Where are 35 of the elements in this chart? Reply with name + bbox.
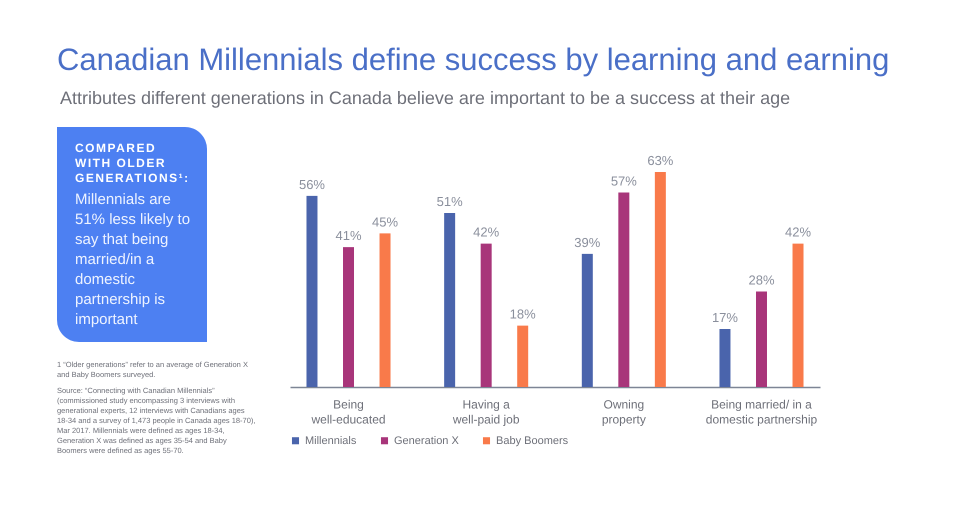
bar [654,172,666,387]
data-label: 51% [436,194,464,209]
data-label: 41% [335,228,362,244]
x-tick-label: Being well-educated [310,398,386,426]
data-label: 17% [712,310,738,325]
data-label: 42% [473,224,500,240]
data-label: 63% [647,153,674,168]
legend-label: Baby Boomers [496,434,569,447]
data-label: 42% [785,224,812,240]
data-label: 45% [372,214,398,230]
data-label: 18% [510,306,536,322]
bar [517,326,528,387]
bar [380,233,391,387]
bar [756,291,767,387]
x-tick-label: Having a well-paid job [452,398,520,426]
data-label: 56% [298,176,326,192]
data-label: 39% [574,234,601,250]
chart-subtitle: Attributes different generations in Canada believe are important to be a success at their age [60,88,790,109]
text: COMPARED WITH OLDER GENERATIONS¹: [75,141,191,186]
bar [719,328,730,387]
x-tick-label: Being married/ in a domestic partnership [706,398,818,426]
x-tick-label: Owning property [602,398,646,426]
data-label: 57% [610,173,638,188]
legend-label: Millennials [305,434,357,447]
chart-title: Canadian Millennials define success by learning and earning [57,42,890,78]
bar [480,244,492,387]
text: Millennials are 51% less likely to say that being married/in a domestic partnership is important [75,190,192,330]
bar [582,254,593,387]
bar [792,244,804,387]
bar [618,192,630,387]
data-label: 28% [748,272,775,288]
bar [306,196,318,387]
bar [444,212,456,387]
legend-label: Generation X [394,434,460,447]
bar [343,247,354,387]
